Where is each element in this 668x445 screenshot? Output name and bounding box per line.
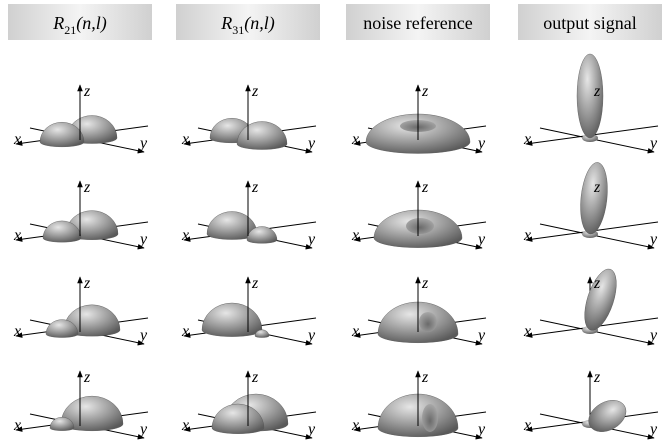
axis-label: z <box>83 275 91 292</box>
axis-label: y <box>476 135 486 152</box>
dome <box>202 303 262 337</box>
header-sub: 21 <box>64 23 76 37</box>
header-base: R <box>220 13 232 33</box>
torus-hole <box>406 218 434 234</box>
axis-label: y <box>648 231 658 248</box>
lobe <box>577 161 610 235</box>
axis-label: z <box>421 369 429 386</box>
axis-label: x <box>351 323 359 340</box>
axis-label: x <box>351 131 359 148</box>
axis-label: y <box>306 421 316 438</box>
axis-label: x <box>351 227 359 244</box>
axis-label: z <box>83 83 91 100</box>
axis-label: x <box>13 131 21 148</box>
axis-label: z <box>251 369 259 386</box>
axis-label: z <box>421 275 429 292</box>
header-args: (n,l) <box>244 13 275 34</box>
axis-label: z <box>251 179 259 196</box>
axis-label: z <box>83 179 91 196</box>
torus-hole <box>422 404 438 432</box>
axis-label: z <box>421 83 429 100</box>
axis-label: z <box>251 83 259 100</box>
header-text: noise reference <box>363 13 472 33</box>
axis-label: y <box>648 327 658 344</box>
axis-label: x <box>181 227 189 244</box>
header-args: (n,l) <box>76 13 107 34</box>
axis-label: z <box>421 179 429 196</box>
axis-label: z <box>593 179 601 196</box>
axis-label: x <box>181 131 189 148</box>
axis-label: x <box>13 323 21 340</box>
axis-label: x <box>351 417 359 434</box>
figure: R21(n,l)R31(n,l)noise referenceoutput si… <box>0 0 668 445</box>
axis-label: y <box>476 327 486 344</box>
axis-label: y <box>306 327 316 344</box>
axis-label: y <box>306 135 316 152</box>
header-text: output signal <box>543 13 637 33</box>
axis-label: x <box>13 417 21 434</box>
axis-label: y <box>476 231 486 248</box>
axis-label: x <box>523 323 531 340</box>
axis-label: y <box>138 231 148 248</box>
axis-label: x <box>181 323 189 340</box>
axis-label: y <box>138 327 148 344</box>
axis-label: y <box>476 421 486 438</box>
axis-label: x <box>523 131 531 148</box>
axis-label: y <box>138 135 148 152</box>
axis-label: y <box>306 231 316 248</box>
axis-label: z <box>593 275 601 292</box>
header-sub: 31 <box>232 23 244 37</box>
axis-label: y <box>138 421 148 438</box>
axis-label: z <box>593 369 601 386</box>
header-base: R <box>52 13 64 33</box>
lobe-group <box>577 161 610 235</box>
axis-label: y <box>648 421 658 438</box>
axis-label: x <box>523 227 531 244</box>
axis-label: x <box>13 227 21 244</box>
axis-label: x <box>181 417 189 434</box>
axis-label: y <box>648 135 658 152</box>
axis-label: z <box>83 369 91 386</box>
axis-label: z <box>593 83 601 100</box>
axis-label: z <box>251 275 259 292</box>
axis-label: x <box>523 417 531 434</box>
torus-hole <box>419 312 437 332</box>
